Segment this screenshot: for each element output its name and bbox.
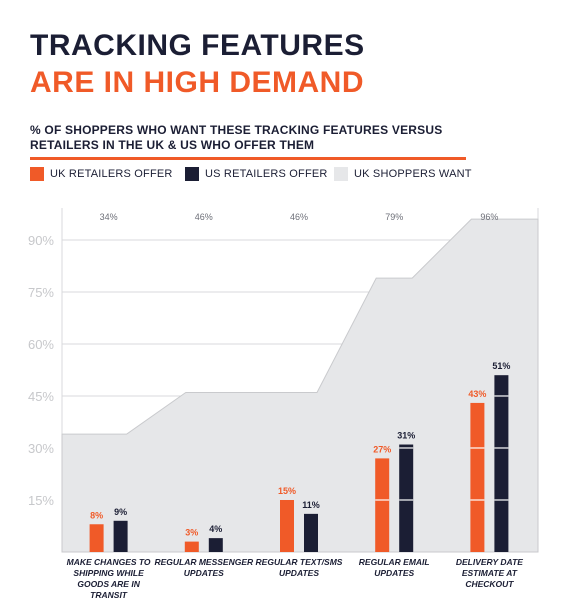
bar-label-uk: 8% xyxy=(90,510,103,520)
x-category-label: SHIPPING WHILE xyxy=(73,568,144,578)
bar-label-us: 31% xyxy=(397,431,415,441)
legend-label-us-retailers: US RETAILERS OFFER xyxy=(205,168,328,180)
labels-layer: 34% 46% 46% 79% 96% 8% 3% 15% 27% 43% 9% 4% 11% 31% 51… xyxy=(67,212,524,600)
x-category-label: REGULAR MESSENGER xyxy=(154,557,254,567)
bar-label-uk: 43% xyxy=(468,389,486,399)
chart-svg: 15% 30% 45% 60% 75% 90% 34% 46% 46% 79% 96% 8% 3% 15… xyxy=(28,208,539,600)
bar-us-retailers xyxy=(113,520,128,552)
legend-swatch-us-retailers xyxy=(185,167,199,181)
legend-item-us-retailers: US RETAILERS OFFER xyxy=(185,167,328,181)
bar-us-retailers xyxy=(494,375,509,552)
bar-label-us: 4% xyxy=(209,524,222,534)
legend-item-uk-shoppers: UK SHOPPERS WANT xyxy=(334,167,472,181)
area-uk-shoppers-want xyxy=(61,218,539,553)
x-category-label: UPDATES xyxy=(184,568,224,578)
chart-subtitle: % OF SHOPPERS WHO WANT THESE TRACKING FE… xyxy=(30,123,443,152)
bar-label-us: 9% xyxy=(114,507,127,517)
area-value-label: 79% xyxy=(385,212,403,222)
bar-label-uk: 15% xyxy=(278,486,296,496)
y-tick-label: 15% xyxy=(28,493,54,508)
x-category-label: UPDATES xyxy=(279,568,319,578)
x-category-label: CHECKOUT xyxy=(465,579,514,589)
chart-title-line2: ARE IN HIGH DEMAND xyxy=(30,66,365,99)
bar-uk-retailers xyxy=(89,524,104,552)
area-value-label: 46% xyxy=(290,212,308,222)
area-value-label: 46% xyxy=(195,212,213,222)
legend-label-uk-shoppers: UK SHOPPERS WANT xyxy=(354,168,472,180)
x-category-label: MAKE CHANGES TO xyxy=(67,557,151,567)
x-category-label: REGULAR TEXT/SMS xyxy=(256,557,343,567)
bar-uk-retailers xyxy=(375,458,390,552)
legend-swatch-uk-shoppers xyxy=(334,167,348,181)
x-category-label: GOODS ARE IN xyxy=(77,579,140,589)
y-tick-label: 90% xyxy=(28,233,54,248)
legend-label-uk-retailers: UK RETAILERS OFFER xyxy=(50,168,173,180)
bar-uk-retailers xyxy=(184,541,199,552)
legend-item-uk-retailers: UK RETAILERS OFFER xyxy=(30,167,173,181)
bar-us-retailers xyxy=(304,513,318,552)
bar-us-retailers xyxy=(208,538,223,552)
bar-label-uk: 27% xyxy=(373,444,391,454)
y-tick-label: 75% xyxy=(28,285,54,300)
x-category-label: UPDATES xyxy=(374,568,414,578)
bar-label-us: 51% xyxy=(492,361,510,371)
bars-layer xyxy=(89,375,509,552)
bar-us-retailers xyxy=(399,444,414,552)
y-tick-label: 60% xyxy=(28,337,54,352)
bar-label-us: 11% xyxy=(302,500,320,510)
x-category-label: DELIVERY DATE xyxy=(456,557,523,567)
area-value-label: 34% xyxy=(100,212,118,222)
bar-uk-retailers xyxy=(280,499,294,552)
x-category-label: TRANSIT xyxy=(90,590,128,600)
x-category-label: REGULAR EMAIL xyxy=(359,557,430,567)
y-tick-label: 30% xyxy=(28,441,54,456)
area-value-label: 96% xyxy=(480,212,498,222)
y-tick-label: 45% xyxy=(28,389,54,404)
title-divider xyxy=(30,157,466,160)
area-layer xyxy=(61,218,539,553)
bar-label-uk: 3% xyxy=(185,528,198,538)
x-category-label: ESTIMATE AT xyxy=(462,568,518,578)
bar-uk-retailers xyxy=(470,402,485,552)
legend-swatch-uk-retailers xyxy=(30,167,44,181)
chart-title-line1: TRACKING FEATURES xyxy=(30,29,365,62)
